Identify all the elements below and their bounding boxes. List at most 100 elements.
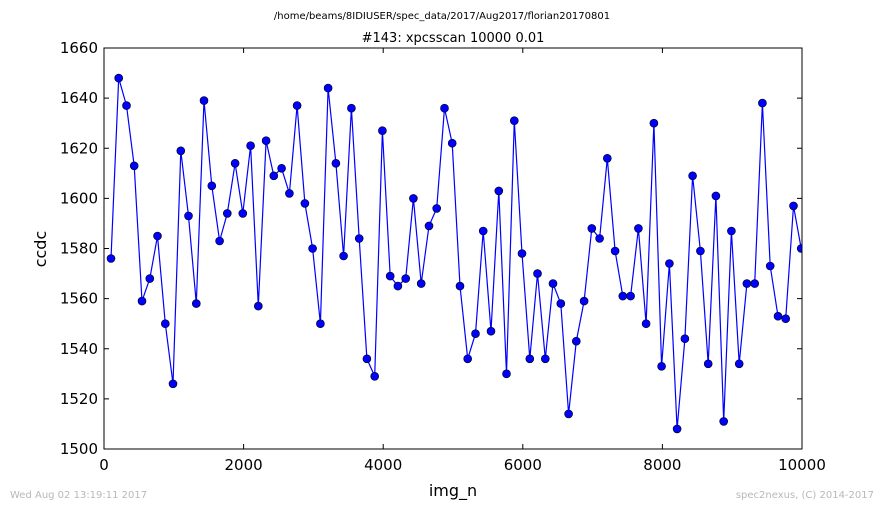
data-point bbox=[634, 224, 643, 233]
y-tick-label: 1600 bbox=[60, 189, 98, 207]
data-point bbox=[579, 296, 589, 306]
data-point bbox=[540, 354, 550, 364]
x-tick-label: 6000 bbox=[504, 456, 542, 474]
x-tick-label: 4000 bbox=[364, 456, 402, 474]
data-point bbox=[230, 159, 240, 168]
footer-credit: spec2nexus, (C) 2014-2017 bbox=[736, 490, 874, 501]
data-point bbox=[595, 234, 604, 243]
data-point bbox=[455, 281, 465, 291]
data-point bbox=[424, 221, 434, 231]
data-point bbox=[416, 279, 426, 288]
data-point bbox=[533, 269, 542, 278]
data-point bbox=[696, 246, 705, 256]
data-point bbox=[184, 211, 193, 221]
y-axis-label: ccdc bbox=[31, 231, 50, 268]
data-point bbox=[339, 251, 348, 261]
data-point bbox=[370, 371, 380, 381]
data-point bbox=[347, 103, 356, 113]
data-point bbox=[548, 279, 558, 288]
y-tick-label: 1620 bbox=[60, 139, 98, 157]
data-point bbox=[207, 181, 217, 191]
data-point bbox=[238, 209, 248, 218]
data-point bbox=[610, 246, 620, 256]
y-tick-label: 1640 bbox=[60, 89, 98, 107]
data-point bbox=[223, 209, 232, 218]
data-point bbox=[525, 354, 535, 364]
data-point bbox=[122, 101, 131, 110]
data-point bbox=[517, 249, 527, 258]
data-point bbox=[292, 101, 302, 110]
data-point bbox=[463, 354, 473, 364]
data-point bbox=[316, 319, 325, 329]
data-point bbox=[440, 103, 449, 113]
data-point bbox=[168, 379, 178, 389]
data-point bbox=[261, 136, 271, 145]
data-point bbox=[502, 369, 511, 379]
data-point bbox=[269, 171, 279, 181]
data-point bbox=[750, 279, 760, 288]
y-tick-label: 1520 bbox=[60, 390, 98, 408]
data-point bbox=[618, 291, 628, 301]
data-point bbox=[285, 189, 294, 198]
data-point bbox=[602, 154, 612, 163]
y-tick-label: 1580 bbox=[60, 240, 98, 258]
data-point bbox=[657, 361, 666, 371]
data-point bbox=[734, 359, 744, 369]
x-tick-label: 8000 bbox=[643, 456, 681, 474]
data-point bbox=[129, 161, 139, 171]
x-tick-label: 2000 bbox=[225, 456, 263, 474]
series-layer bbox=[106, 73, 802, 434]
data-point bbox=[253, 301, 263, 311]
data-point bbox=[688, 171, 697, 181]
data-point bbox=[765, 261, 775, 271]
data-point bbox=[393, 281, 403, 291]
x-axis-ticks: 0 2000 4000 6000 8000 10000 bbox=[99, 48, 826, 474]
data-point bbox=[711, 191, 721, 201]
data-point bbox=[471, 329, 480, 339]
x-axis-label: img_n bbox=[429, 481, 477, 501]
chart-title: #143: xpcsscan 10000 0.01 bbox=[362, 31, 545, 46]
data-point bbox=[323, 83, 333, 93]
figure-path-title: /home/beams/8IDIUSER/spec_data/2017/Aug2… bbox=[274, 11, 610, 22]
data-point bbox=[161, 319, 170, 329]
data-point bbox=[137, 296, 147, 306]
data-point bbox=[331, 159, 341, 168]
y-axis-ticks: 1500 1520 1540 1560 1580 1600 1620 1640 1660 bbox=[60, 39, 802, 458]
data-point bbox=[649, 118, 659, 128]
data-point bbox=[486, 326, 496, 336]
data-point bbox=[385, 271, 395, 281]
data-point bbox=[626, 291, 635, 301]
data-point bbox=[176, 146, 186, 156]
data-point bbox=[362, 354, 372, 364]
y-tick-label: 1560 bbox=[60, 290, 98, 308]
plot-frame bbox=[103, 47, 803, 450]
data-point bbox=[703, 359, 713, 369]
data-point bbox=[199, 96, 209, 105]
y-tick-label: 1660 bbox=[60, 39, 98, 57]
data-point bbox=[378, 126, 387, 135]
data-point bbox=[145, 274, 155, 283]
data-point bbox=[153, 231, 162, 241]
data-point bbox=[564, 409, 573, 419]
data-point bbox=[641, 319, 651, 329]
data-point bbox=[773, 311, 783, 321]
data-point bbox=[727, 226, 736, 236]
data-point bbox=[742, 279, 752, 288]
data-point bbox=[447, 138, 457, 148]
y-tick-label: 1540 bbox=[60, 340, 98, 358]
data-point bbox=[509, 116, 519, 125]
data-point bbox=[246, 141, 255, 150]
data-point bbox=[478, 226, 488, 236]
data-point bbox=[354, 234, 364, 243]
data-point bbox=[680, 334, 690, 344]
data-point bbox=[432, 204, 442, 213]
y-tick-label: 1500 bbox=[60, 440, 98, 458]
data-point bbox=[672, 424, 682, 434]
data-point bbox=[665, 259, 674, 268]
x-tick-label: 0 bbox=[99, 456, 109, 474]
data-point bbox=[308, 244, 317, 253]
data-point bbox=[556, 299, 566, 308]
data-point bbox=[494, 186, 504, 196]
data-point bbox=[106, 254, 116, 263]
